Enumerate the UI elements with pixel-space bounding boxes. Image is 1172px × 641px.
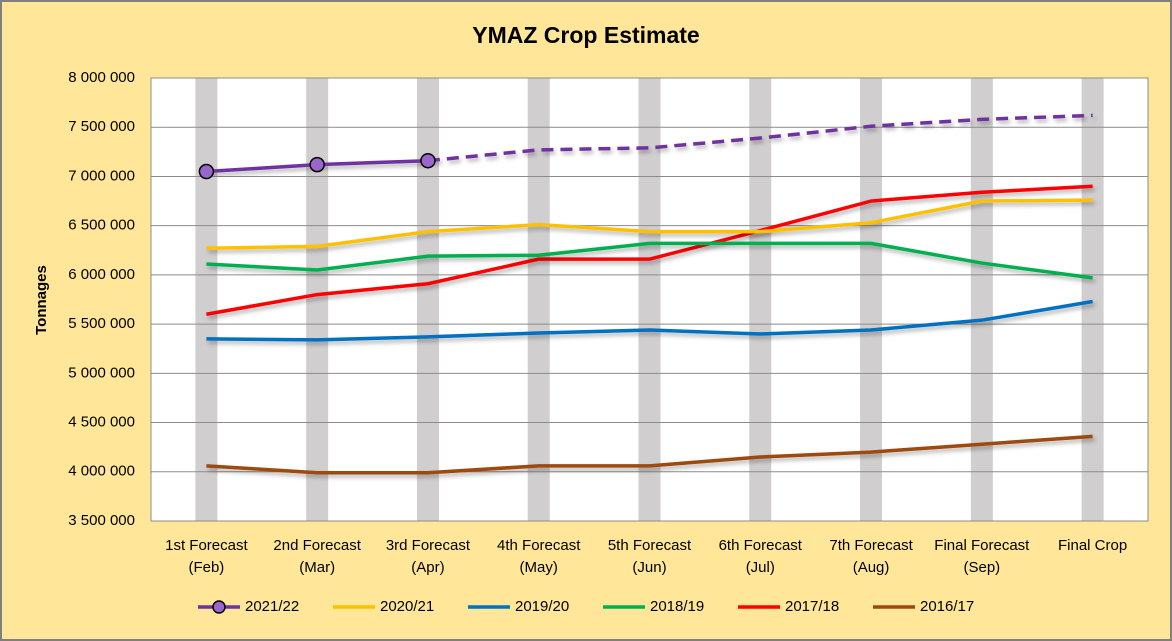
legend-marker [212, 600, 226, 614]
y-tick-label: 8 000 000 [68, 69, 135, 86]
x-tick-label: 2nd Forecast (Mar) [273, 537, 361, 576]
x-tick-label: 4th Forecast (May) [497, 537, 581, 576]
category-band [970, 78, 993, 521]
category-band [527, 78, 550, 521]
series-line [427, 113, 1093, 163]
y-axis-label: Tonnages [33, 265, 50, 335]
series-line [206, 184, 1093, 316]
series-line [206, 434, 1093, 475]
category-band [860, 78, 883, 521]
y-tick-label: 4 500 000 [68, 414, 135, 431]
y-tick-label: 5 000 000 [68, 364, 135, 381]
y-tick-label: 3 500 000 [68, 512, 135, 529]
legend-label: 2019/20 [515, 598, 569, 615]
x-tick-label: 7th Forecast (Aug) [829, 537, 913, 576]
category-band [416, 78, 439, 521]
x-tick-label: 3rd Forecast (Apr) [386, 537, 471, 576]
y-tick-label: 7 000 000 [68, 167, 135, 184]
series-line [206, 198, 1093, 251]
y-tick-label: 5 500 000 [68, 315, 135, 332]
legend-label: 2017/18 [785, 598, 839, 615]
chart-title: YMAZ Crop Estimate [472, 22, 699, 48]
legend-label: 2018/19 [650, 598, 704, 615]
category-band [195, 78, 218, 521]
category-band [749, 78, 772, 521]
y-tick-label: 6 000 000 [68, 266, 135, 283]
series-line [206, 299, 1093, 342]
legend-label: 2021/22 [245, 598, 299, 615]
y-tick-label: 4 000 000 [68, 463, 135, 480]
legend-label: 2016/17 [920, 598, 974, 615]
series-marker [309, 156, 325, 173]
series-marker [198, 163, 215, 180]
y-tick-label: 6 500 000 [68, 217, 135, 234]
series-marker [420, 152, 436, 169]
x-tick-label: 1st Forecast (Feb) [165, 537, 248, 576]
category-band [1081, 78, 1104, 521]
series-line [206, 241, 1093, 280]
category-band [638, 78, 661, 521]
x-tick-label: Final Forecast (Sep) [934, 537, 1030, 576]
x-tick-label: Final Crop [1058, 537, 1127, 554]
x-tick-label: 6th Forecast (Jul) [719, 537, 803, 576]
y-tick-label: 7 500 000 [68, 118, 135, 135]
category-band [306, 78, 329, 521]
legend-label: 2020/21 [380, 598, 434, 615]
plot-border [150, 77, 1149, 522]
x-tick-label: 5th Forecast (Jun) [608, 537, 692, 576]
